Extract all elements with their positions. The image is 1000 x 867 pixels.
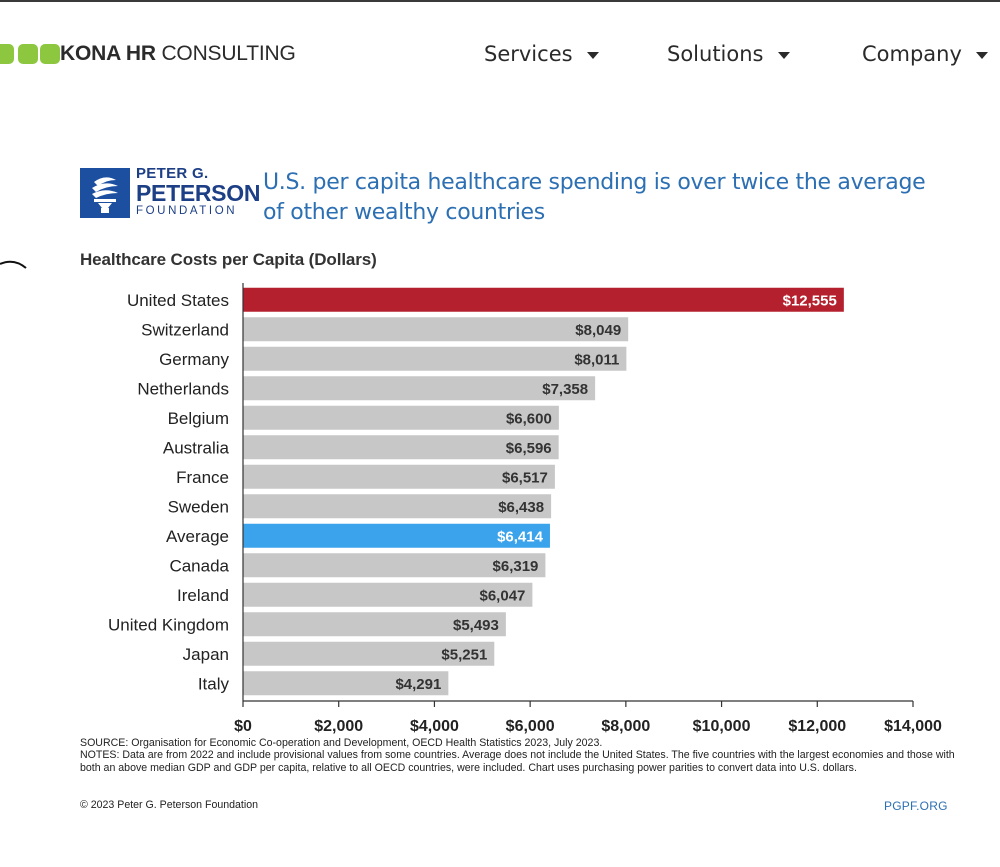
- brand-name-bold: KONA HR: [60, 42, 156, 65]
- category-label: Sweden: [168, 497, 229, 516]
- bar: [243, 346, 627, 371]
- bar: [243, 376, 596, 401]
- foundation-wordmark: PETER G. PETERSON FOUNDATION: [136, 166, 260, 218]
- data-label: $6,517: [502, 469, 548, 486]
- brand-squares-icon: [0, 36, 66, 72]
- category-label: Germany: [159, 350, 229, 369]
- nav-solutions[interactable]: Solutions: [667, 38, 790, 70]
- chart-title: Healthcare Costs per Capita (Dollars): [80, 250, 377, 269]
- bar: [243, 612, 506, 637]
- pen-annotation-mark: [0, 260, 27, 269]
- source-note: SOURCE: Organisation for Economic Co-ope…: [80, 737, 603, 749]
- category-label: Japan: [183, 645, 229, 664]
- category-label: Italy: [198, 674, 230, 693]
- bar: [243, 317, 629, 342]
- foundation-line2: PETERSON: [136, 180, 261, 206]
- headline-line2: of other wealthy countries: [263, 200, 545, 225]
- data-label: $6,438: [498, 499, 544, 516]
- brand-name-rest: CONSULTING: [155, 42, 296, 65]
- nav-services[interactable]: Services: [484, 38, 599, 70]
- top-border-line: [0, 0, 1000, 2]
- category-label: United States: [127, 291, 229, 310]
- nav-services-label: Services: [484, 42, 573, 66]
- bar: [243, 671, 449, 696]
- chart-notes: SOURCE: Organisation for Economic Co-ope…: [80, 737, 960, 774]
- category-label: Average: [166, 527, 229, 546]
- data-label: $8,049: [575, 322, 621, 339]
- data-label: $6,319: [493, 558, 539, 575]
- chart-headline: U.S. per capita healthcare spending is o…: [263, 168, 963, 228]
- bar: [243, 582, 533, 607]
- bar: [243, 287, 844, 312]
- foundation-line3: FOUNDATION: [136, 205, 238, 217]
- bar: [243, 523, 550, 548]
- x-tick-label: $0: [234, 718, 252, 735]
- brand-square-icon: [0, 44, 14, 64]
- data-label: $6,414: [497, 528, 544, 545]
- data-label: $4,291: [395, 676, 441, 693]
- x-tick-label: $12,000: [788, 718, 846, 735]
- x-tick-label: $4,000: [410, 718, 459, 735]
- brand-square-icon: [40, 44, 60, 64]
- data-label: $5,251: [441, 646, 487, 663]
- x-tick-label: $14,000: [884, 718, 942, 735]
- data-label: $6,047: [480, 587, 526, 604]
- category-label: United Kingdom: [108, 615, 229, 634]
- caret-down-icon: [777, 51, 790, 59]
- x-tick-label: $8,000: [601, 718, 650, 735]
- brand-name: KONA HR CONSULTING: [60, 42, 296, 66]
- caret-down-icon: [975, 51, 988, 59]
- data-label: $8,011: [574, 351, 619, 368]
- x-tick-label: $10,000: [693, 718, 751, 735]
- category-label: Belgium: [168, 409, 229, 428]
- bar: [243, 494, 552, 519]
- category-label: Canada: [169, 556, 229, 575]
- data-label: $5,493: [453, 617, 499, 634]
- category-label: Australia: [163, 438, 230, 457]
- torch-logo-icon: [80, 168, 130, 218]
- brand-square-icon: [18, 44, 38, 64]
- methodology-note: NOTES: Data are from 2022 and include pr…: [80, 749, 955, 774]
- data-label: $6,600: [506, 410, 552, 427]
- x-tick-label: $6,000: [506, 718, 555, 735]
- caret-down-icon: [586, 51, 599, 59]
- bar: [243, 553, 546, 578]
- foundation-line1: PETER G.: [136, 165, 209, 182]
- bar: [243, 464, 555, 489]
- headline-line1: U.S. per capita healthcare spending is o…: [263, 170, 926, 195]
- site-link[interactable]: PGPF.ORG: [884, 799, 948, 813]
- data-label: $12,555: [783, 292, 837, 309]
- nav-company[interactable]: Company: [862, 38, 988, 70]
- bar: [243, 641, 495, 666]
- x-tick-label: $2,000: [314, 718, 363, 735]
- nav-company-label: Company: [862, 42, 962, 66]
- data-label: $7,358: [542, 381, 588, 398]
- nav-solutions-label: Solutions: [667, 42, 764, 66]
- copyright-note: © 2023 Peter G. Peterson Foundation: [80, 799, 259, 811]
- category-label: France: [176, 468, 229, 487]
- category-label: Ireland: [177, 586, 229, 605]
- category-label: Switzerland: [141, 320, 229, 339]
- brand-logo-link[interactable]: KONA HR CONSULTING: [0, 36, 296, 72]
- category-label: Netherlands: [137, 379, 229, 398]
- bar: [243, 405, 559, 430]
- data-label: $6,596: [506, 440, 552, 457]
- bar: [243, 435, 559, 460]
